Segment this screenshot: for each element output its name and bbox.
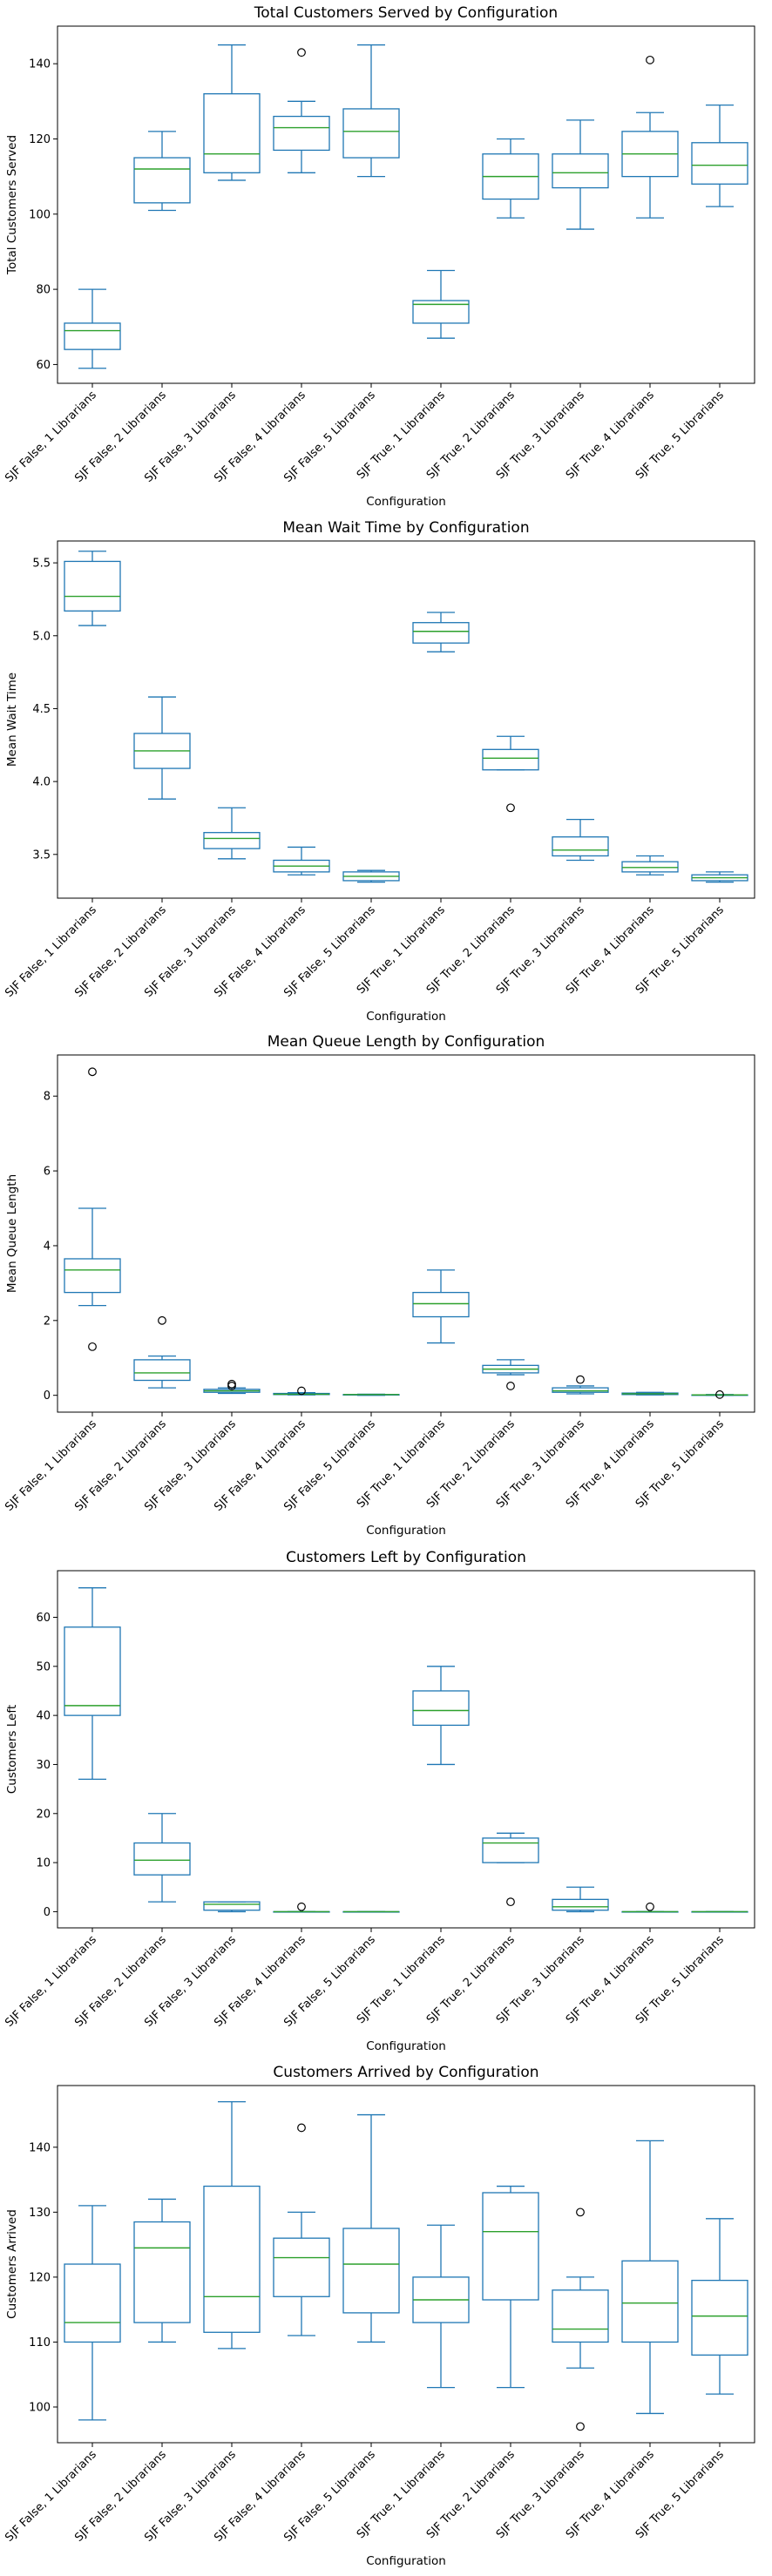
box-iqr	[133, 1359, 191, 1382]
outlier-point	[297, 2123, 306, 2133]
y-tick-label: 140	[29, 58, 51, 71]
outlier-point	[158, 1315, 166, 1325]
box-iqr	[621, 2260, 679, 2343]
x-axis-label: Configuration	[366, 1010, 446, 1024]
y-axis-label: Customers Left	[5, 1705, 19, 1794]
y-axis-label: Total Customers Served	[5, 135, 19, 275]
box-iqr	[342, 108, 400, 159]
y-tick-label: 3.5	[32, 849, 51, 862]
box-iqr	[342, 2228, 400, 2314]
axes-frame	[57, 2085, 755, 2444]
box-iqr	[203, 1901, 261, 1911]
box-iqr	[412, 1291, 470, 1318]
chart-title: Total Customers Served by Configuration	[254, 4, 558, 22]
box-iqr	[133, 2221, 191, 2323]
axes-frame	[57, 1054, 755, 1413]
y-tick-label: 30	[36, 1759, 51, 1772]
y-tick-label: 0	[44, 1389, 51, 1403]
y-tick-label: 4.0	[32, 776, 51, 789]
y-tick-label: 40	[36, 1710, 51, 1723]
box-iqr	[133, 1842, 191, 1876]
box-iqr	[412, 300, 470, 324]
outlier-point	[297, 1902, 306, 1911]
y-tick-label: 110	[29, 2336, 51, 2350]
y-tick-label: 60	[36, 359, 51, 372]
outlier-point	[506, 1382, 515, 1390]
box-iqr	[203, 2185, 261, 2333]
outlier-point	[297, 1386, 306, 1396]
box-iqr	[552, 2289, 609, 2343]
y-axis-label: Mean Wait Time	[5, 673, 19, 767]
box-iqr	[691, 142, 748, 185]
x-axis-label: Configuration	[366, 495, 446, 509]
box-iqr	[482, 1837, 539, 1863]
y-tick-label: 120	[29, 2271, 51, 2284]
y-tick-label: 2	[44, 1315, 51, 1328]
box-iqr	[273, 2237, 330, 2297]
box-iqr	[552, 1898, 609, 1911]
axes-frame	[57, 25, 755, 384]
box-iqr	[691, 2279, 748, 2356]
y-tick-label: 50	[36, 1660, 51, 1673]
outlier-point	[576, 2422, 585, 2431]
box-iqr	[482, 748, 539, 771]
y-tick-label: 10	[36, 1857, 51, 1870]
chart-title: Mean Queue Length by Configuration	[267, 1033, 545, 1051]
y-tick-label: 5.0	[32, 630, 51, 643]
y-tick-label: 6	[44, 1166, 51, 1179]
x-axis-label: Configuration	[366, 1524, 446, 1538]
box-iqr	[203, 832, 261, 849]
box-iqr	[482, 2192, 539, 2301]
box-iqr	[64, 560, 121, 612]
y-tick-label: 80	[36, 284, 51, 297]
y-tick-label: 8	[44, 1091, 51, 1104]
y-axis-label: Customers Arrived	[5, 2209, 19, 2319]
y-tick-label: 5.5	[32, 558, 51, 571]
box-iqr	[412, 622, 470, 644]
y-tick-label: 100	[29, 208, 51, 221]
outlier-point	[576, 2208, 585, 2217]
outlier-point	[88, 1342, 97, 1351]
box-iqr	[64, 1626, 121, 1716]
y-tick-label: 60	[36, 1612, 51, 1625]
y-tick-label: 130	[29, 2207, 51, 2220]
chart-title: Customers Left by Configuration	[286, 1549, 526, 1566]
outlier-point	[646, 1902, 654, 1911]
chart-title: Mean Wait Time by Configuration	[282, 519, 529, 537]
box-iqr	[133, 157, 191, 204]
box-iqr	[64, 322, 121, 350]
y-tick-label: 100	[29, 2402, 51, 2415]
outlier-point	[88, 1067, 97, 1077]
y-tick-label: 4.5	[32, 703, 51, 716]
outlier-point	[576, 1375, 585, 1384]
outlier-point	[646, 55, 654, 64]
chart-title: Customers Arrived by Configuration	[273, 2064, 538, 2081]
box-iqr	[552, 836, 609, 857]
y-tick-label: 120	[29, 133, 51, 146]
y-tick-label: 20	[36, 1808, 51, 1821]
box-iqr	[412, 1690, 470, 1727]
outlier-point	[506, 1897, 515, 1907]
x-axis-label: Configuration	[366, 2554, 446, 2568]
box-iqr	[552, 153, 609, 189]
y-tick-label: 4	[44, 1240, 51, 1253]
y-tick-label: 140	[29, 2141, 51, 2154]
box-iqr	[203, 93, 261, 173]
outlier-point	[227, 1379, 236, 1389]
box-iqr	[64, 1258, 121, 1294]
y-tick-label: 0	[44, 1906, 51, 1919]
outlier-point	[297, 48, 306, 57]
outlier-point	[715, 1389, 724, 1399]
outlier-point	[506, 803, 515, 813]
box-iqr	[552, 1387, 609, 1393]
box-iqr	[64, 2263, 121, 2343]
y-axis-label: Mean Queue Length	[5, 1174, 19, 1293]
box-iqr	[621, 861, 679, 873]
axes-frame	[57, 540, 755, 899]
box-iqr	[273, 115, 330, 152]
axes-frame	[57, 1570, 755, 1929]
x-axis-label: Configuration	[366, 2039, 446, 2053]
